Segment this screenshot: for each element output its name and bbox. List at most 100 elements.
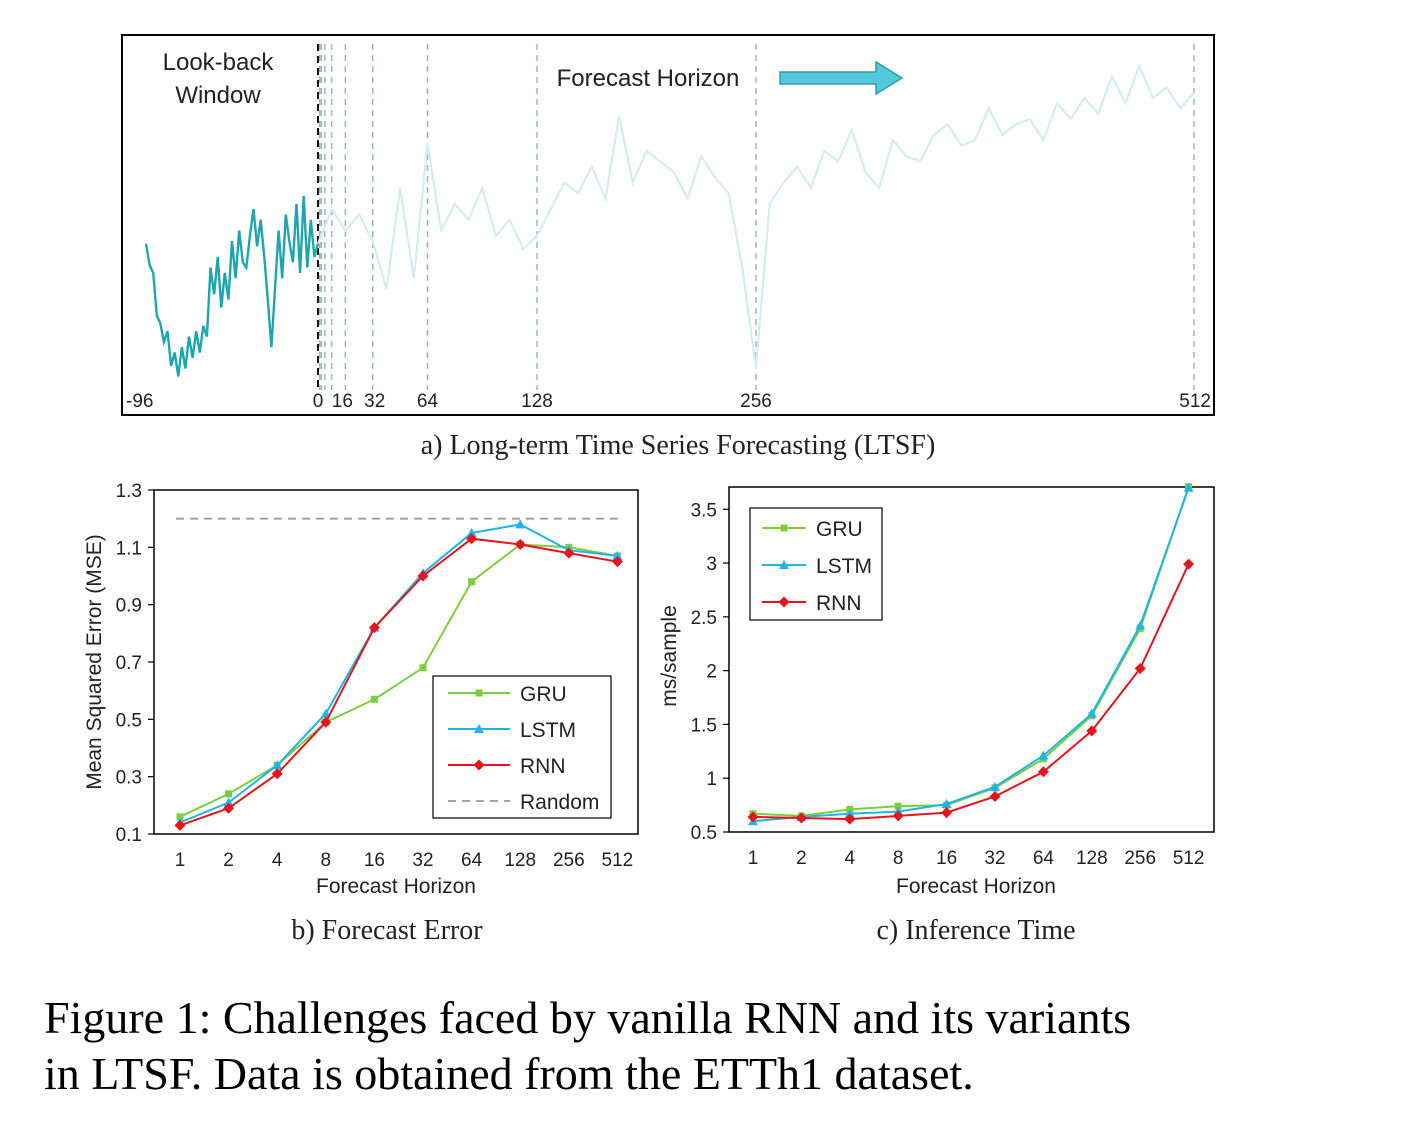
series-rnn-point: [417, 570, 429, 582]
y-tick-labels: 0.1 0.3 0.5 0.7 0.9 1.1 1.3: [116, 481, 154, 846]
x-tick-label: 64: [461, 850, 483, 871]
x-tick-labels: 1 2 4 8 16 32 64 128 256 512: [175, 850, 634, 871]
series-rnn-point: [989, 791, 1001, 802]
panel-c-caption: c) Inference Time: [876, 915, 1075, 946]
series-lstm-point: [1038, 750, 1049, 760]
horizon-marker-lines: [317, 44, 1195, 390]
series-rnn-point: [320, 716, 332, 728]
series-lstm-point: [466, 528, 477, 537]
series-lines: [144, 62, 1195, 377]
series-rnn-point: [368, 622, 380, 634]
y-tick-label: 3.5: [691, 500, 717, 521]
legend-marker: [779, 560, 789, 569]
x-tick-label: 1: [175, 850, 186, 871]
lookback-series-line: [144, 195, 320, 377]
y-tick-label: 3: [706, 554, 717, 575]
series-gru-line: [752, 486, 1190, 817]
x-tick-label: 128: [1076, 848, 1108, 869]
series-lstm-point: [272, 760, 283, 770]
x-tick-labels: -96 0 16 32 64 128 256 512: [126, 391, 1211, 412]
legend-box: [432, 675, 612, 819]
figure-canvas: -96 0 16 32 64 128 256 512 Look-back Window For…: [83, 34, 1215, 946]
panel-forecast-error: 0.1 0.3 0.5 0.7 0.9 1.1 1.3 1 2 4 8 16 32 64 128 256 51…: [83, 481, 639, 946]
figure-caption: Figure 1: Challenges faced by vanilla RN…: [44, 990, 1404, 1102]
panel-b-y-axis-label: Mean Squared Error (MSE): [83, 534, 106, 790]
x-tick-label: 32: [412, 850, 433, 871]
y-tick-label: 0.3: [116, 768, 142, 789]
panel-c-legend: GRU LSTM RNN: [749, 507, 883, 621]
x-tick-label: 128: [521, 391, 553, 412]
series-lstm-point: [941, 799, 952, 809]
series-rnn-point: [747, 811, 759, 823]
series-rnn-point: [223, 802, 235, 814]
series-lines: [174, 517, 624, 831]
legend-marker: [780, 524, 788, 532]
panel-c-frame: [728, 486, 1215, 833]
y-tick-label: 1.1: [116, 538, 142, 559]
x-tick-label: 64: [417, 391, 439, 412]
x-tick-label: 2: [796, 848, 807, 869]
legend-marker: [475, 689, 483, 697]
x-tick-label: 4: [845, 848, 856, 869]
legend-label: LSTM: [520, 719, 576, 742]
series-rnn-point: [271, 768, 283, 780]
panel-a-caption: a) Long-term Time Series Forecasting (LT…: [421, 430, 936, 461]
series-rnn-point: [466, 533, 478, 545]
series-gru-point: [225, 790, 233, 798]
x-tick-label: 128: [504, 850, 536, 871]
x-tick-label: 16: [364, 850, 385, 871]
x-tick-label: 16: [332, 391, 353, 412]
x-tick-label: 8: [321, 850, 332, 871]
panel-b-legend: GRU LSTM RNN Random: [432, 675, 612, 819]
series-lstm-point: [844, 808, 855, 818]
x-tick-label: 64: [1033, 848, 1055, 869]
panel-a-frame: [121, 34, 1215, 416]
series-gru-point: [468, 578, 476, 586]
panel-c-y-axis-label: ms/sample: [658, 605, 681, 707]
legend-label: LSTM: [816, 555, 872, 578]
series-lstm-point: [1135, 620, 1146, 630]
y-tick-label: 0.9: [116, 596, 142, 617]
x-tick-label: 32: [364, 391, 385, 412]
x-tick-label: 512: [1179, 391, 1211, 412]
series-lstm-point: [990, 781, 1000, 791]
series-rnn-point: [1183, 558, 1195, 570]
legend-label: GRU: [520, 683, 567, 706]
legend-marker: [474, 724, 484, 733]
series-rnn-point: [941, 807, 953, 819]
series-gru-point: [894, 802, 902, 810]
series-rnn-point: [563, 547, 575, 559]
series-rnn-point: [514, 538, 526, 550]
legend-label: GRU: [816, 518, 863, 541]
series-lstm-point: [1183, 482, 1194, 492]
figure-caption-line1: Figure 1: Challenges faced by vanilla RN…: [44, 992, 1132, 1043]
panel-ltsf: -96 0 16 32 64 128 256 512 Look-back Window For…: [121, 34, 1215, 461]
series-rnn-point: [844, 813, 856, 825]
series-rnn-point: [892, 810, 904, 822]
lookback-label-line1: Look-back: [163, 49, 275, 76]
x-tick-label: 4: [272, 850, 283, 871]
series-lstm-point: [1086, 708, 1097, 718]
legend-label: RNN: [816, 592, 862, 615]
legend-label: RNN: [520, 755, 566, 778]
x-tick-labels: 1 2 4 8 16 32 64 128 256 512: [748, 848, 1205, 869]
series-gru-point: [176, 813, 184, 821]
figure-caption-line2: in LTSF. Data is obtained from the ETTh1…: [44, 1048, 974, 1099]
panel-inference-time: 0.5 1 1.5 2 2.5 3 3.5 1 2 4 8 16 32 64 128 256 512 Fore…: [658, 482, 1215, 946]
x-tick-label: 32: [984, 848, 1005, 869]
series-rnn-point: [174, 819, 186, 831]
forecast-series-line: [316, 62, 1195, 369]
series-gru-point: [370, 695, 378, 703]
y-tick-labels: 0.5 1 1.5 2 2.5 3 3.5: [691, 500, 729, 844]
y-tick-label: 1: [706, 769, 717, 790]
x-tick-label: 256: [740, 391, 772, 412]
series-rnn-line: [179, 537, 618, 827]
x-tick-label: 512: [1173, 848, 1205, 869]
series-rnn-point: [1134, 662, 1146, 674]
legend-marker: [778, 596, 790, 608]
y-tick-label: 1.3: [116, 481, 142, 502]
y-tick-label: 0.1: [116, 825, 142, 846]
series-gru-line: [179, 543, 618, 818]
x-tick-label: 256: [553, 850, 585, 871]
series-rnn-line: [752, 563, 1190, 821]
